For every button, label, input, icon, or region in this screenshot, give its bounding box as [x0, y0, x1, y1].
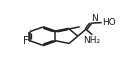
Text: NH₂: NH₂ — [84, 36, 101, 45]
Text: N: N — [91, 14, 98, 23]
Text: HO: HO — [102, 18, 116, 27]
Text: F: F — [22, 36, 28, 46]
